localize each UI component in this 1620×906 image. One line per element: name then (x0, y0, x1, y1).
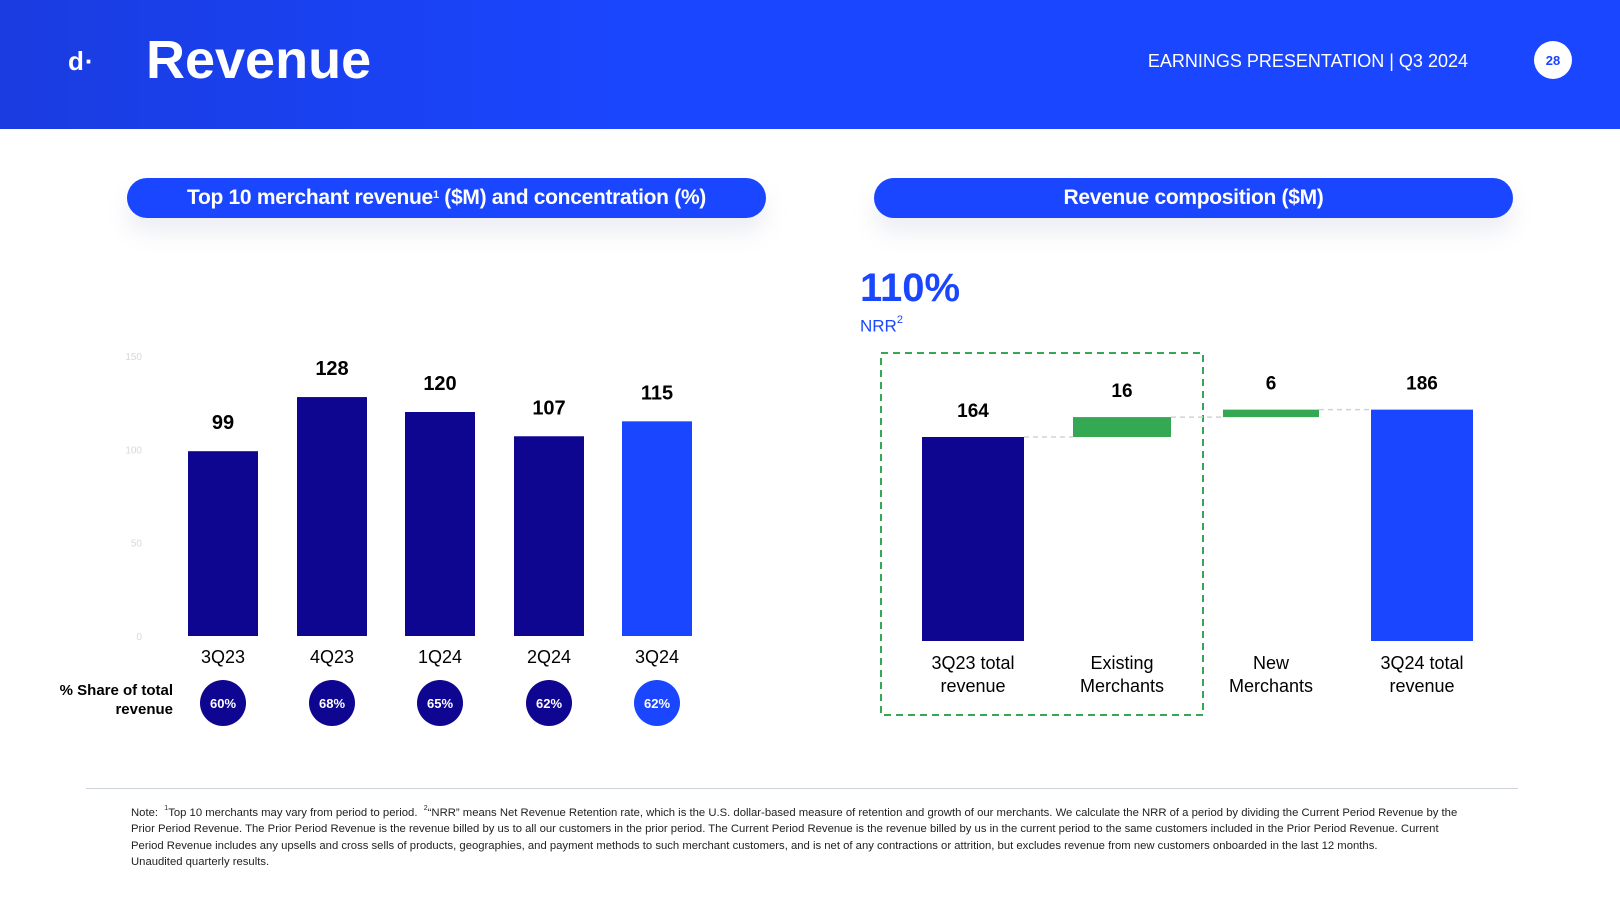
waterfall-category-label: Merchants (1229, 676, 1313, 696)
left-chart-title-main: Top 10 merchant revenue (186, 186, 433, 209)
note-prefix: Note: (131, 806, 165, 819)
waterfall-category-label: revenue (940, 676, 1005, 696)
header-bar: d· Revenue EARNINGS PRESENTATION | Q3 20… (0, 0, 1620, 129)
waterfall-category-label: Existing (1090, 653, 1153, 673)
share-badge-label: 68% (319, 696, 345, 711)
x-tick-label: 4Q23 (310, 647, 354, 667)
share-badge (526, 680, 572, 726)
bar-4q23 (297, 397, 367, 636)
note-sup-1: 1 (164, 805, 169, 812)
waterfall-value-label: 186 (1406, 374, 1438, 395)
left-chart-title: Top 10 merchant revenue 1 ($M) and concen… (127, 178, 766, 218)
share-badge-label: 62% (644, 696, 670, 711)
nrr-label: NRR2 (860, 312, 903, 337)
waterfall-bar-3 (1223, 409, 1319, 418)
company-logo: d· (68, 46, 95, 76)
x-tick-label: 3Q23 (201, 647, 245, 667)
share-of-revenue-label: % Share of total revenue (59, 682, 173, 718)
x-tick-label: 1Q24 (418, 647, 462, 667)
bar-value-label: 115 (641, 382, 673, 404)
waterfall-value-label: 164 (957, 401, 989, 422)
bar-1q24 (405, 412, 475, 636)
note-sup-2: 2 (423, 805, 428, 812)
waterfall-category-label: revenue (1389, 676, 1454, 696)
x-tick-label: 3Q24 (635, 647, 679, 667)
waterfall-category-label: New (1253, 653, 1290, 673)
waterfall-bar-4 (1371, 409, 1473, 641)
y-tick-label: 0 (136, 632, 142, 643)
bar-value-label: 120 (423, 373, 456, 395)
note-1: Top 10 merchants may vary from period to… (168, 806, 424, 819)
waterfall-category-label: 3Q23 total (931, 653, 1014, 673)
footnotes: Note: 1Top 10 merchants may vary from pe… (131, 802, 1461, 870)
page-title: Revenue (146, 30, 372, 90)
bar-value-label: 128 (315, 358, 348, 380)
nrr-footnote: 2 (896, 314, 903, 326)
y-tick-label: 50 (131, 539, 143, 550)
bar-3q23 (188, 451, 258, 636)
share-badge (309, 680, 355, 726)
waterfall-bar-1 (922, 437, 1024, 641)
page-number-badge: 28 (1534, 41, 1572, 79)
share-badge (417, 680, 463, 726)
nrr-value: 110% (860, 266, 961, 310)
share-badge-label: 65% (427, 696, 453, 711)
waterfall-bar-2 (1073, 417, 1171, 437)
share-badge (200, 680, 246, 726)
left-chart-title-footnote: 1 (432, 189, 439, 201)
nrr-label-text: NRR (860, 316, 897, 336)
bar-3q24 (622, 421, 692, 636)
footer-divider (86, 788, 1518, 789)
waterfall-value-label: 6 (1266, 374, 1277, 395)
share-badge-label: 62% (536, 696, 562, 711)
y-tick-label: 100 (125, 445, 142, 456)
right-chart-title: Revenue composition ($M) (874, 178, 1513, 218)
waterfall-category-label: 3Q24 total (1380, 653, 1463, 673)
share-badge-label: 60% (210, 696, 236, 711)
highlight-box (880, 352, 1204, 716)
bar-2q24 (514, 436, 584, 636)
x-tick-label: 2Q24 (527, 647, 571, 667)
note-2: “NRR” means Net Revenue Retention rate, … (131, 806, 1458, 852)
waterfall-value-label: 16 (1111, 381, 1132, 402)
y-tick-label: 150 (125, 352, 142, 363)
bar-value-label: 107 (532, 397, 565, 419)
unaudited-note: Unaudited quarterly results. (131, 855, 270, 868)
presentation-subtitle: EARNINGS PRESENTATION | Q3 2024 (1147, 51, 1468, 71)
waterfall-category-label: Merchants (1080, 676, 1164, 696)
left-chart-title-suffix: ($M) and concentration (%) (438, 186, 707, 209)
bar-value-label: 99 (212, 412, 234, 434)
share-badge (634, 680, 680, 726)
